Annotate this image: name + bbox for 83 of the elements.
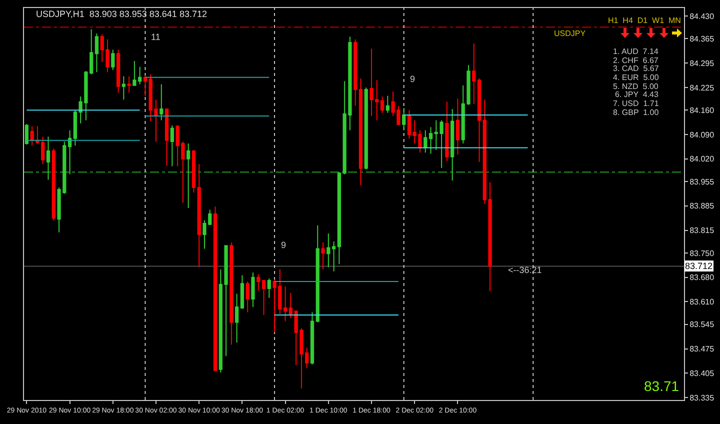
candlestick — [450, 108, 454, 181]
candlestick — [445, 101, 449, 162]
candlestick — [24, 124, 29, 146]
candlestick — [240, 274, 244, 310]
y-tick-label: 83.405 — [690, 368, 715, 378]
candlestick — [143, 74, 148, 97]
y-tick-label: 83.885 — [690, 202, 715, 211]
candlestick — [246, 281, 250, 313]
candlestick — [358, 78, 363, 186]
annotation: 3. CAD 5.67 — [613, 64, 660, 73]
annotation: 5. NZD 5.00 — [613, 82, 659, 91]
candlestick — [197, 164, 201, 268]
candlestick — [164, 108, 169, 166]
candlestick — [46, 136, 50, 180]
y-tick-label: 83.475 — [690, 344, 715, 354]
candlestick — [364, 86, 368, 170]
y-tick-label: 84.225 — [690, 83, 715, 92]
candlestick — [213, 206, 218, 372]
annotation: H1 H4 D1 W1 MN — [608, 16, 682, 25]
annotation: 8. GBP 1.00 — [613, 108, 660, 117]
annotation: USDJPY — [554, 29, 586, 38]
candlestick — [424, 130, 428, 154]
candlestick — [94, 32, 99, 73]
candlestick — [288, 292, 293, 319]
y-tick-label: 84.020 — [690, 154, 715, 164]
candlestick — [337, 172, 341, 265]
annotation: 1. AUD 7.14 — [613, 47, 659, 56]
annotation: 11 — [151, 32, 160, 42]
chart-title: USDJPY,H1 83.903 83.953 83.641 83.712 — [36, 8, 207, 19]
y-tick-label: 84.160 — [690, 106, 715, 115]
candlestick — [380, 96, 384, 114]
candlestick — [386, 95, 390, 114]
candlestick — [402, 108, 406, 131]
y-tick-label: 84.430 — [690, 12, 715, 21]
y-tick-label: 83.680 — [690, 273, 715, 282]
annotation: <--36:21 — [508, 265, 542, 275]
annotation: 4. EUR 5.00 — [613, 73, 660, 82]
candlestick — [407, 110, 412, 140]
candlestick — [111, 49, 115, 71]
candlestick — [428, 126, 433, 154]
candlestick — [332, 240, 336, 272]
annotation: 2. CHF 6.67 — [613, 56, 659, 65]
candlestick — [122, 76, 126, 100]
y-tick-label: 83.955 — [690, 177, 715, 186]
candlestick — [283, 286, 288, 322]
y-tick-label: 83.815 — [690, 226, 715, 236]
candlestick — [73, 110, 77, 146]
candlestick — [326, 232, 330, 268]
candlestick — [456, 98, 460, 156]
y-tick-label: 83.335 — [690, 393, 715, 402]
y-tick-label: 84.295 — [690, 58, 715, 68]
candlestick — [30, 126, 34, 146]
candlestick — [52, 148, 56, 221]
candlestick — [235, 293, 239, 344]
y-tick-label: 84.365 — [690, 34, 715, 44]
y-tick-label: 83.610 — [690, 298, 715, 307]
candlestick — [230, 242, 234, 346]
candlestick — [267, 278, 271, 298]
candlestick — [68, 130, 72, 175]
candlestick — [251, 272, 255, 308]
y-tick-label: 83.750 — [690, 248, 715, 258]
candlestick — [186, 143, 190, 209]
candlestick — [170, 124, 174, 167]
y-tick-label: 83.545 — [690, 320, 715, 330]
candlestick — [192, 150, 196, 194]
candlestick — [310, 312, 314, 365]
y-tick-label: 84.090 — [690, 130, 715, 140]
candlestick — [472, 43, 476, 104]
candlestick — [477, 78, 482, 163]
annotation: 7. USD 1.71 — [613, 99, 660, 108]
candlestick — [316, 224, 320, 323]
annotation: 83.71 — [644, 378, 680, 394]
annotation: 6. JPY 4.43 — [615, 90, 659, 99]
candlestick — [160, 84, 164, 121]
ref-line-label: 83.712 — [685, 261, 713, 271]
candlestick — [321, 242, 325, 270]
candlestick — [256, 274, 260, 292]
candlestick — [116, 49, 120, 94]
candlestick — [354, 38, 358, 106]
annotation: 9 — [281, 240, 286, 250]
annotation: 9 — [410, 74, 416, 84]
candlestick — [127, 76, 131, 94]
candlestick — [262, 280, 266, 316]
